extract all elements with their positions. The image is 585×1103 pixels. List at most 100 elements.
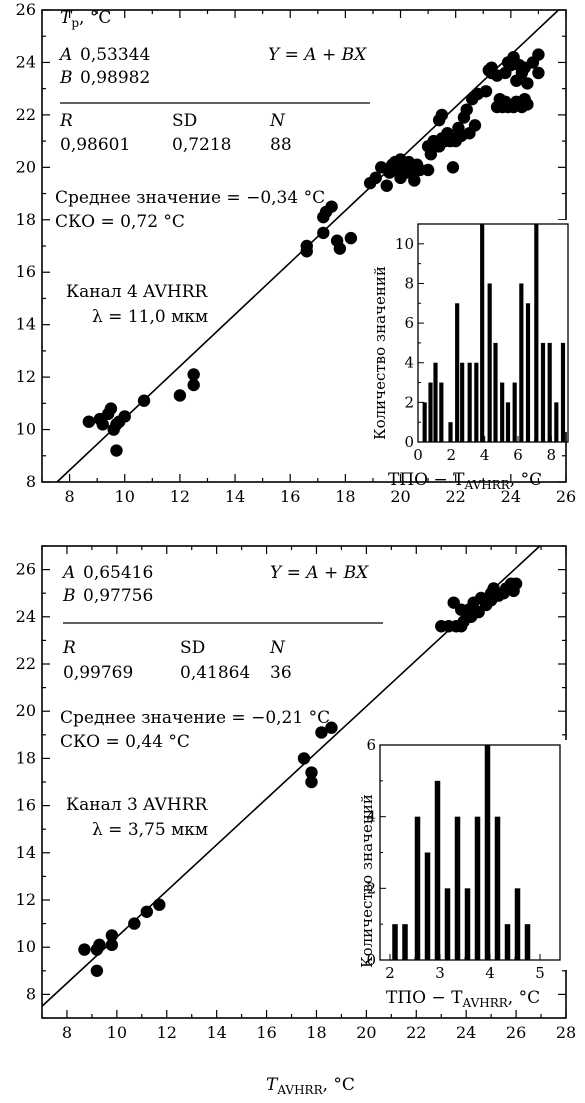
p2-hist-bar-6 <box>454 816 461 960</box>
p1-hist-bar-3 <box>439 382 444 442</box>
p1-regression-line <box>56 9 560 483</box>
p1-hist-xtick-label-8: 8 <box>547 446 557 464</box>
p2-xtick-label-16: 16 <box>256 1023 276 1042</box>
p1-point-77 <box>521 77 534 90</box>
p1-xtick-label-18: 18 <box>335 487 355 506</box>
p2-a-label: A <box>61 563 75 583</box>
p2-hist-bar-10 <box>494 816 501 960</box>
p1-xtick-label-24: 24 <box>501 487 521 506</box>
p2-x-label: TAVHRR, °C <box>266 1075 355 1097</box>
p2-xtick-label-22: 22 <box>406 1023 426 1042</box>
p1-hist-bar-14 <box>512 382 517 442</box>
p1-xtick-label-8: 8 <box>64 487 74 506</box>
p2-hist-bar-5 <box>444 888 451 960</box>
p1-point-22 <box>344 231 358 245</box>
p2-points <box>78 577 523 977</box>
p1-equation: Y = A + BX <box>268 45 367 65</box>
p2-hist-bar-9 <box>484 745 491 960</box>
p2-point-11 <box>305 766 318 779</box>
p2-xtick-label-24: 24 <box>456 1023 476 1042</box>
p2-point-10 <box>305 775 318 789</box>
panel-channel-4: 8 10 12 14 16 18 20 22 24 26 8101214161820222426 … <box>16 0 577 506</box>
p2-point-7 <box>140 905 153 918</box>
p1-hist-bar-0 <box>422 402 427 442</box>
p2-ytick-label-24: 24 <box>16 607 36 626</box>
p2-ytick-label-8: 8 <box>26 984 36 1003</box>
p1-point-12 <box>187 378 200 392</box>
p1-wavelength: λ = 11,0 мкм <box>92 307 208 327</box>
p2-b-label: B <box>62 586 76 606</box>
p1-b-label: B <box>59 68 73 88</box>
p2-ytick-label-16: 16 <box>16 796 36 815</box>
panel-channel-3: 8 10 12 14 16 18 20 22 24 26 28 810121416182022242… <box>16 545 576 1097</box>
p2-r-header: R <box>62 638 76 658</box>
p1-xtick-label-22: 22 <box>446 487 466 506</box>
p2-mean: Среднее значение = −0,21 °C <box>60 708 330 728</box>
p1-a-value: 0,53344 <box>80 45 150 65</box>
p1-xtick-label-14: 14 <box>225 487 245 506</box>
p2-hist-y-ticks: 0 2 4 6 <box>366 736 386 969</box>
p2-channel: Канал 3 AVHRR <box>66 795 209 815</box>
p2-hist-bar-12 <box>514 888 521 960</box>
p1-ytick-label-20: 20 <box>16 157 36 176</box>
p1-ytick-label-26: 26 <box>16 0 36 19</box>
p1-hist-bar-17 <box>534 224 539 442</box>
p2-xtick-label-28: 28 <box>556 1023 576 1042</box>
p1-ytick-label-12: 12 <box>16 367 36 386</box>
p2-n-value: 36 <box>270 663 292 683</box>
p2-hist-xtick-label-5: 5 <box>535 964 545 982</box>
p1-hist-bar-6 <box>460 362 465 442</box>
p2-hist-x-label: ТПО − TAVHRR, °C <box>386 988 540 1010</box>
p1-hist-bar-20 <box>554 402 559 442</box>
p1-hist-ytick-label-0: 0 <box>404 433 414 451</box>
p1-hist-bar-1 <box>428 382 433 442</box>
p2-point-2 <box>93 938 106 952</box>
p1-point-83 <box>510 74 523 88</box>
p1-ytick-label-24: 24 <box>16 52 36 71</box>
p1-xtick-label-10: 10 <box>115 487 135 506</box>
p1-point-4 <box>104 402 118 415</box>
p1-hist-bar-8 <box>474 362 479 442</box>
p1-hist-bar-19 <box>547 342 552 442</box>
p2-hist-xtick-label-4: 4 <box>485 964 495 982</box>
p2-hist-ytick-label-6: 6 <box>366 736 376 754</box>
p2-hist-bar-4 <box>434 780 441 960</box>
p1-hist-xtick-label-0: 0 <box>413 446 423 464</box>
p1-point-37 <box>408 174 421 187</box>
p2-point-3 <box>90 964 104 977</box>
p2-point-6 <box>128 917 141 930</box>
p1-hist-ytick-label-6: 6 <box>404 314 414 332</box>
p1-hist-bar-12 <box>500 382 505 442</box>
p1-mean: Среднее значение = −0,34 °C <box>55 188 325 208</box>
p2-sd-header: SD <box>180 638 205 658</box>
p2-hist-bar-8 <box>474 816 481 960</box>
p1-point-87 <box>512 58 526 72</box>
p2-hist-bar-13 <box>524 924 531 960</box>
p2-hist-xtick-label-2: 2 <box>385 964 395 982</box>
p1-hist-bar-13 <box>505 402 511 442</box>
p2-xtick-label-14: 14 <box>206 1023 226 1042</box>
p2-ytick-label-18: 18 <box>16 748 36 767</box>
p2-ytick-label-26: 26 <box>16 560 36 579</box>
p2-xtick-label-10: 10 <box>107 1023 127 1042</box>
p1-hist-ytick-label-10: 10 <box>395 235 414 253</box>
p2-point-5 <box>105 929 119 942</box>
p1-a-label: A <box>58 45 72 65</box>
p1-ytick-label-14: 14 <box>16 315 36 334</box>
p2-hist-bg <box>352 740 574 970</box>
p2-ytick-label-22: 22 <box>16 654 36 673</box>
p2-point-8 <box>153 898 166 911</box>
p2-wavelength: λ = 3,75 мкм <box>92 820 208 840</box>
p1-point-89 <box>515 100 529 114</box>
p1-hist-bar-7 <box>467 362 472 442</box>
p2-xtick-label-8: 8 <box>62 1023 72 1042</box>
p1-n-value: 88 <box>270 135 292 155</box>
p1-hist-x-ticks: 0 2 4 6 8 <box>413 436 569 464</box>
p1-xtick-label-12: 12 <box>170 487 190 506</box>
p1-rmse: СКО = 0,72 °C <box>55 212 185 232</box>
p1-x-ticks: 8 10 12 14 16 18 20 22 24 26 <box>41 10 576 506</box>
p1-hist-ytick-label-2: 2 <box>404 393 414 411</box>
p2-point-4 <box>105 938 119 952</box>
p1-hist-bars <box>422 224 566 442</box>
